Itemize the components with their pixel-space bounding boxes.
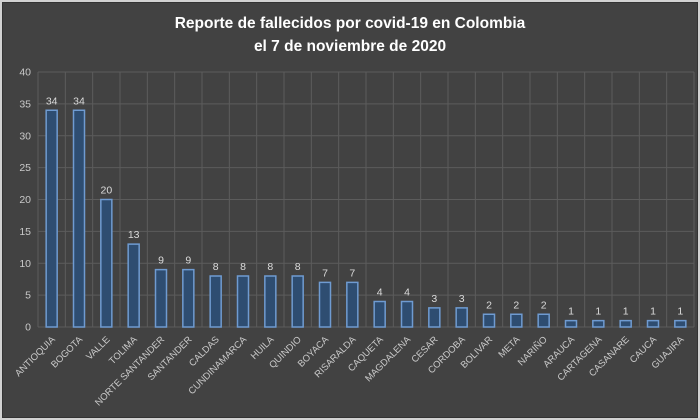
bar xyxy=(619,319,632,328)
bar xyxy=(182,268,195,328)
bar xyxy=(455,307,468,328)
bar xyxy=(72,109,86,328)
bar-value-label: 1 xyxy=(650,306,656,318)
bar-value-label: 9 xyxy=(185,255,191,267)
bar-value-label: 3 xyxy=(459,293,465,305)
bar xyxy=(291,275,304,328)
bar-value-label: 3 xyxy=(431,293,437,305)
y-tick-label: 30 xyxy=(19,130,31,142)
bar xyxy=(236,275,250,328)
bar-value-label: 2 xyxy=(513,299,519,311)
y-tick-label: 5 xyxy=(25,290,31,302)
bar-value-label: 20 xyxy=(100,185,112,197)
bar-value-label: 8 xyxy=(240,261,246,273)
bar-value-label: 4 xyxy=(404,287,410,299)
bar-value-label: 2 xyxy=(486,299,492,311)
y-tick-label: 25 xyxy=(19,162,31,174)
bar-value-label: 1 xyxy=(677,306,683,318)
bar xyxy=(100,198,113,328)
bar xyxy=(346,281,359,328)
bar-value-label: 8 xyxy=(213,261,219,273)
bar-value-label: 1 xyxy=(568,306,574,318)
y-tick-label: 20 xyxy=(19,194,31,206)
bar-value-label: 1 xyxy=(595,306,601,318)
bar-value-label: 13 xyxy=(128,229,140,241)
bar-value-label: 34 xyxy=(73,95,85,107)
bar-value-label: 2 xyxy=(541,299,547,311)
x-axis-label: ANTIOQUIA xyxy=(13,334,58,379)
bar-value-label: 7 xyxy=(322,267,328,279)
bar xyxy=(564,319,578,328)
bar xyxy=(646,319,660,328)
y-tick-label: 40 xyxy=(19,67,31,79)
bar xyxy=(373,300,386,328)
bar-value-label: 4 xyxy=(377,287,383,299)
bar xyxy=(154,268,168,328)
bar-value-label: 7 xyxy=(349,267,355,279)
bar-value-label: 1 xyxy=(623,306,629,318)
bar xyxy=(510,313,523,328)
y-tick-label: 10 xyxy=(19,258,31,270)
bar-value-label: 8 xyxy=(267,261,273,273)
bar xyxy=(537,313,550,328)
bar xyxy=(209,275,222,328)
bar xyxy=(400,300,414,328)
y-tick-label: 0 xyxy=(25,322,31,334)
bar-value-label: 8 xyxy=(295,261,301,273)
y-tick-label: 15 xyxy=(19,226,31,238)
y-tick-label: 35 xyxy=(19,98,31,110)
bar xyxy=(482,313,496,328)
bar xyxy=(45,109,58,328)
bar xyxy=(318,281,332,328)
bar xyxy=(592,319,605,328)
bar xyxy=(127,243,140,328)
bar-value-label: 9 xyxy=(158,255,164,267)
bar xyxy=(428,307,441,328)
bar xyxy=(264,275,277,328)
bar xyxy=(674,319,687,328)
bar-value-label: 34 xyxy=(46,95,58,107)
